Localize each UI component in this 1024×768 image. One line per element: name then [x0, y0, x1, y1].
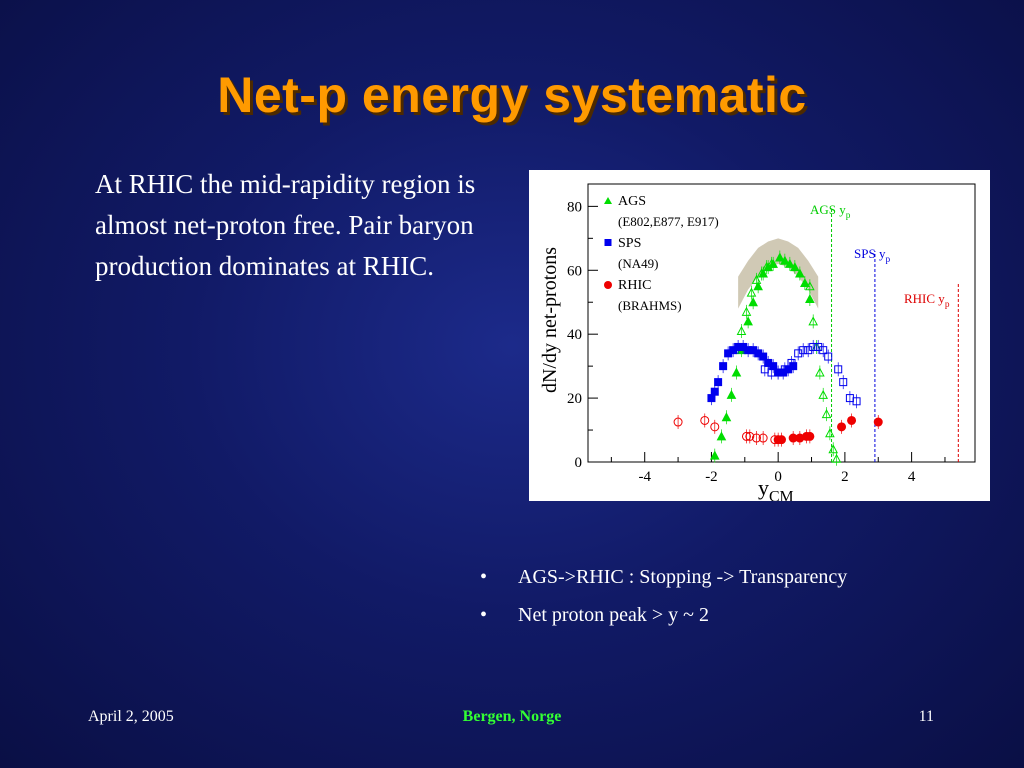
plot-frame	[587, 183, 976, 463]
legend-detail: (BRAHMS)	[618, 298, 682, 313]
systematic-band	[738, 238, 819, 309]
legend-marker	[604, 281, 612, 289]
intro-text: At RHIC the mid-rapidity region is almos…	[95, 169, 476, 281]
data-point-ags	[831, 453, 842, 463]
slide-title: Net-p energy systematic	[217, 67, 807, 123]
data-point-ags	[785, 258, 795, 268]
x-axis-label: yCM	[758, 475, 794, 501]
data-point-rhic	[710, 422, 720, 432]
y-axis-label: dN/dy net-protons	[539, 247, 561, 393]
data-point-ags	[741, 306, 752, 316]
data-point-sps	[710, 387, 719, 396]
legend-label: AGS	[618, 194, 646, 209]
data-point-rhic	[837, 422, 847, 432]
data-point-ags	[726, 389, 737, 399]
data-point-ags	[795, 268, 805, 278]
data-point-sps	[787, 358, 796, 367]
data-point-ags	[774, 252, 785, 262]
data-point-rhic	[741, 431, 751, 441]
data-point-sps	[824, 352, 833, 361]
legend-label: RHIC	[618, 278, 651, 293]
data-point-sps	[769, 362, 778, 371]
x-tick-label: 2	[841, 469, 849, 485]
data-point-ags	[756, 268, 767, 278]
data-point-sps	[834, 365, 843, 374]
data-point-sps	[780, 365, 789, 374]
footer-location: Bergen, Norge	[462, 708, 562, 725]
data-point-ags	[746, 287, 757, 297]
data-point-sps	[799, 346, 808, 355]
data-point-rhic	[673, 417, 683, 427]
data-point-ags	[800, 277, 810, 288]
beam-rapidity-label: AGS yp	[810, 202, 851, 221]
data-point-ags	[761, 262, 772, 272]
y-tick-label: 0	[575, 455, 583, 471]
footer-date: April 2, 2005	[88, 708, 174, 725]
bullet-item: Net proton peak > y ~ 2	[480, 600, 1000, 638]
data-point-ags	[743, 316, 753, 326]
data-point-ags	[808, 316, 819, 326]
data-point-ags	[766, 258, 777, 268]
data-point-sps	[819, 346, 828, 355]
data-point-sps	[852, 397, 861, 406]
data-point-sps	[809, 342, 818, 351]
legend-label: SPS	[618, 236, 641, 251]
legend-marker	[604, 239, 612, 246]
data-point-ags	[709, 450, 720, 460]
data-point-rhic	[770, 435, 780, 445]
data-point-ags	[751, 274, 762, 284]
data-point-sps	[714, 378, 723, 387]
x-tick-label: -4	[638, 469, 651, 485]
legend-detail: (E802,E877, E917)	[618, 214, 719, 229]
data-point-ags	[821, 409, 832, 419]
data-point-ags	[736, 325, 747, 335]
data-point-ags	[790, 262, 800, 272]
data-point-rhic	[777, 435, 786, 445]
data-point-rhic	[758, 433, 768, 443]
data-point-rhic	[847, 415, 857, 425]
data-point-ags	[748, 297, 758, 307]
beam-rapidity-label: SPS yp	[854, 246, 890, 265]
data-point-rhic	[751, 433, 761, 443]
legend-detail: (NA49)	[618, 256, 658, 271]
data-point-rhic	[700, 415, 710, 425]
chart-panel: AGS yp SPS yp RHIC yp -4 -2 0 2 4 0 20 40 60 80 yCM dN…	[529, 170, 990, 501]
x-tick-label: 0	[774, 469, 782, 485]
data-point-ags	[805, 281, 815, 291]
data-point-ags	[815, 367, 825, 377]
data-point-rhic	[873, 417, 883, 427]
footer-page-number: 11	[918, 708, 934, 725]
y-tick-label: 20	[567, 391, 582, 407]
data-point-ags	[825, 428, 835, 438]
data-point-rhic	[745, 431, 755, 441]
bullet-item: AGS->RHIC : Stopping -> Transparency	[480, 562, 1000, 600]
data-point-ags	[805, 293, 815, 304]
data-point-sps	[839, 378, 848, 387]
data-point-ags	[716, 431, 727, 441]
x-tick-label: -2	[705, 469, 718, 485]
bullet-list: AGS->RHIC : Stopping -> Transparency Net…	[480, 562, 1000, 638]
data-point-ags	[731, 367, 742, 377]
data-point-ags	[721, 412, 732, 422]
data-point-rhic	[805, 431, 815, 441]
legend-marker	[604, 197, 612, 204]
data-point-ags	[780, 255, 790, 265]
y-tick-label: 80	[567, 199, 582, 215]
y-tick-label: 60	[567, 263, 582, 279]
data-point-ags	[828, 444, 839, 454]
y-tick-label: 40	[567, 327, 582, 343]
beam-rapidity-label: RHIC yp	[904, 291, 950, 310]
data-point-sps	[719, 362, 728, 371]
data-point-sps	[759, 352, 768, 361]
x-tick-label: 4	[908, 469, 916, 485]
data-point-ags	[818, 389, 829, 399]
